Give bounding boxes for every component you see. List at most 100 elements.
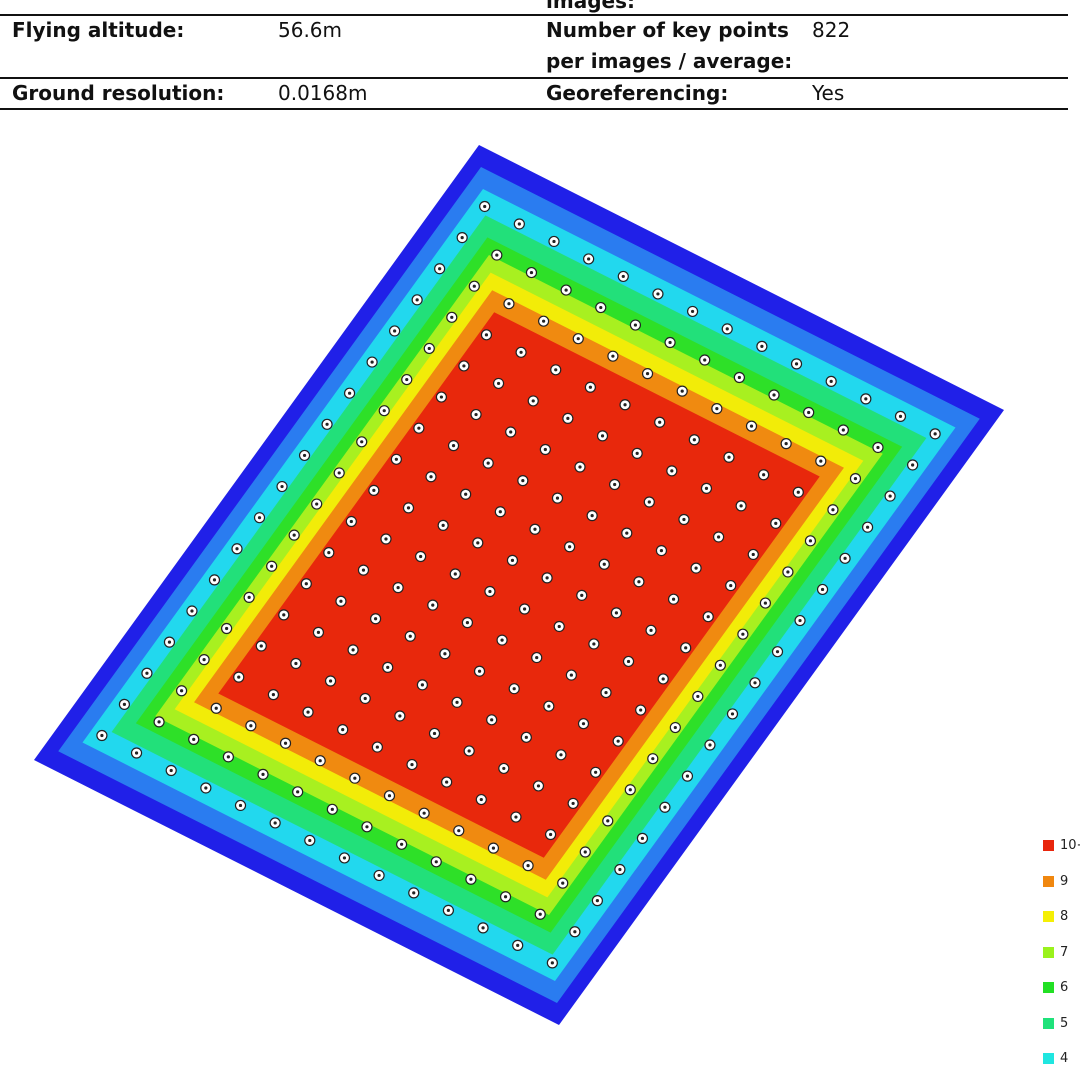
camera-dot <box>169 768 173 773</box>
camera-dot <box>651 757 655 761</box>
camera-dot <box>190 609 194 613</box>
camera-dot <box>741 632 745 636</box>
camera-dot <box>645 372 650 376</box>
camera-dot <box>510 558 515 562</box>
camera-dot <box>566 416 570 421</box>
camera-dot <box>384 537 388 541</box>
camera-dot <box>538 912 542 916</box>
camera-dot <box>554 368 558 372</box>
camera-dot <box>794 362 799 366</box>
camera-dot <box>694 566 698 570</box>
coverage-zone <box>218 312 820 858</box>
camera-dot <box>684 646 688 650</box>
table-cell: 822 <box>812 18 851 42</box>
camera-dot <box>450 315 454 319</box>
camera-dot <box>535 655 539 660</box>
camera-dot <box>502 766 506 771</box>
camera-dot <box>282 613 286 617</box>
camera-dot <box>573 930 577 934</box>
camera-dot <box>330 807 334 811</box>
legend-label: 5 <box>1060 1015 1069 1031</box>
camera-dot <box>594 770 598 774</box>
camera-dot <box>498 510 502 514</box>
camera-dot <box>621 274 625 279</box>
camera-dot <box>590 514 594 518</box>
camera-dot <box>292 533 296 537</box>
camera-dot <box>212 578 217 582</box>
camera-dot <box>400 842 404 846</box>
camera-dot <box>876 445 880 450</box>
camera-dot <box>342 856 347 860</box>
camera-dot <box>318 759 322 763</box>
table-cell: Yes <box>812 81 845 105</box>
camera-dot <box>611 354 615 358</box>
camera-dot <box>602 562 606 566</box>
camera-dot <box>753 681 757 685</box>
camera-dot <box>432 731 437 736</box>
camera-dot <box>628 788 632 792</box>
legend-entry: 8 <box>1043 909 1068 924</box>
camera-dot <box>606 819 610 823</box>
camera-dot <box>623 403 627 407</box>
camera-dot <box>703 358 707 362</box>
table-cell: 56.6m <box>278 18 343 42</box>
camera-dot <box>739 504 743 508</box>
camera-dot <box>375 745 379 749</box>
camera-dot <box>306 710 310 714</box>
camera-dot <box>283 741 288 745</box>
camera-dot <box>718 663 722 667</box>
camera-dot <box>536 784 541 788</box>
legend-swatch <box>1043 911 1054 922</box>
legend-entry: 7 <box>1043 945 1068 960</box>
camera-dot <box>843 556 847 560</box>
camera-dot <box>517 222 521 226</box>
camera-dot <box>427 346 431 351</box>
camera-dot <box>377 873 381 878</box>
camera-dot <box>542 319 546 323</box>
camera-dot <box>772 393 776 397</box>
camera-dot <box>692 438 696 442</box>
camera-dot <box>637 580 641 584</box>
camera-dot <box>569 673 573 677</box>
legend-entry: 9 <box>1043 874 1068 889</box>
camera-dot <box>670 469 674 473</box>
legend-swatch <box>1043 1053 1054 1064</box>
legend-entry: 5 <box>1043 1016 1068 1031</box>
camera-dot <box>522 607 527 611</box>
camera-dot <box>625 531 629 535</box>
camera-dot <box>247 595 251 599</box>
camera-dot <box>495 253 499 257</box>
camera-dot <box>635 451 639 455</box>
camera-dot <box>564 288 568 292</box>
camera-dot <box>476 541 480 545</box>
camera-dot <box>633 323 638 327</box>
camera-dot <box>386 665 390 669</box>
camera-dot <box>639 708 643 712</box>
camera-dot <box>271 693 276 697</box>
camera-dot <box>671 597 676 601</box>
camera-dot <box>911 463 915 467</box>
camera-dot <box>509 430 513 434</box>
camera-dot <box>730 712 735 716</box>
camera-dot <box>374 617 378 621</box>
camera-dot <box>420 683 424 687</box>
camera-dot <box>417 426 421 430</box>
camera-dot <box>557 624 561 629</box>
camera-dot <box>453 572 457 576</box>
camera-dot <box>410 762 414 767</box>
camera-dot <box>429 475 433 479</box>
camera-dot <box>460 235 464 240</box>
camera-dot <box>439 395 444 399</box>
legend-label: 7 <box>1060 944 1069 960</box>
camera-dot <box>798 618 802 623</box>
camera-dot <box>760 344 764 348</box>
camera-dot <box>526 864 530 868</box>
camera-dot <box>668 340 672 345</box>
table-rule <box>0 14 1068 16</box>
camera-dot <box>192 737 196 741</box>
camera-dot <box>387 794 392 798</box>
camera-dot <box>595 899 599 903</box>
camera-dot <box>451 444 456 448</box>
camera-dot <box>474 412 478 417</box>
camera-dot <box>524 735 528 739</box>
